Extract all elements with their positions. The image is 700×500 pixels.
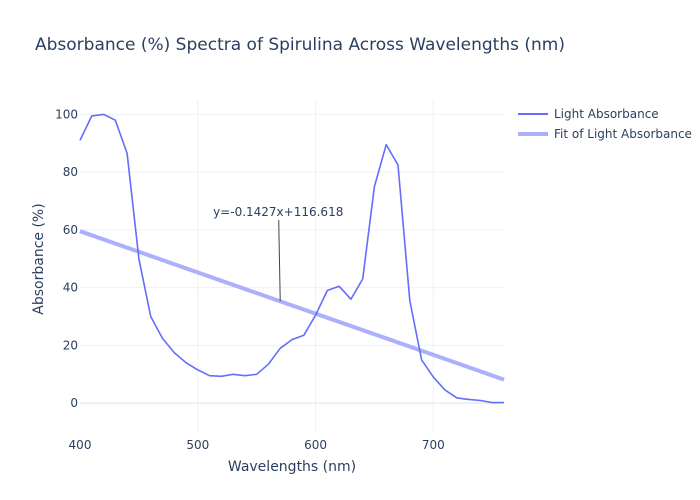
chart-title: Absorbance (%) Spectra of Spirulina Acro… bbox=[35, 35, 565, 55]
x-tick-label: 400 bbox=[69, 438, 92, 452]
tick-labels: 400 500 600 700 0 20 40 60 80 100 bbox=[55, 107, 445, 452]
y-tick-label: 0 bbox=[70, 396, 78, 410]
x-tick-label: 500 bbox=[186, 438, 209, 452]
absorbance-line bbox=[79, 113, 504, 404]
legend: Light Absorbance Fit of Light Absorbance bbox=[518, 107, 692, 141]
y-tick-label: 20 bbox=[63, 338, 78, 352]
x-axis-title: Wavelengths (nm) bbox=[228, 459, 356, 475]
annotation-label: y=-0.1427x+116.618 bbox=[213, 205, 343, 219]
y-axis-title: Absorbance (%) bbox=[31, 203, 47, 314]
legend-label: Light Absorbance bbox=[554, 107, 659, 121]
plot-area bbox=[79, 113, 505, 404]
y-tick-label: 100 bbox=[55, 107, 78, 121]
y-tick-label: 80 bbox=[63, 165, 78, 179]
legend-label: Fit of Light Absorbance bbox=[554, 127, 692, 141]
fit-line bbox=[79, 229, 505, 382]
x-tick-label: 700 bbox=[422, 438, 445, 452]
y-tick-label: 60 bbox=[63, 223, 78, 237]
fit-annotation: y=-0.1427x+116.618 bbox=[213, 205, 343, 302]
annotation-pointer bbox=[278, 219, 281, 302]
grid bbox=[80, 100, 504, 432]
y-tick-label: 40 bbox=[63, 281, 78, 295]
x-tick-label: 600 bbox=[304, 438, 327, 452]
